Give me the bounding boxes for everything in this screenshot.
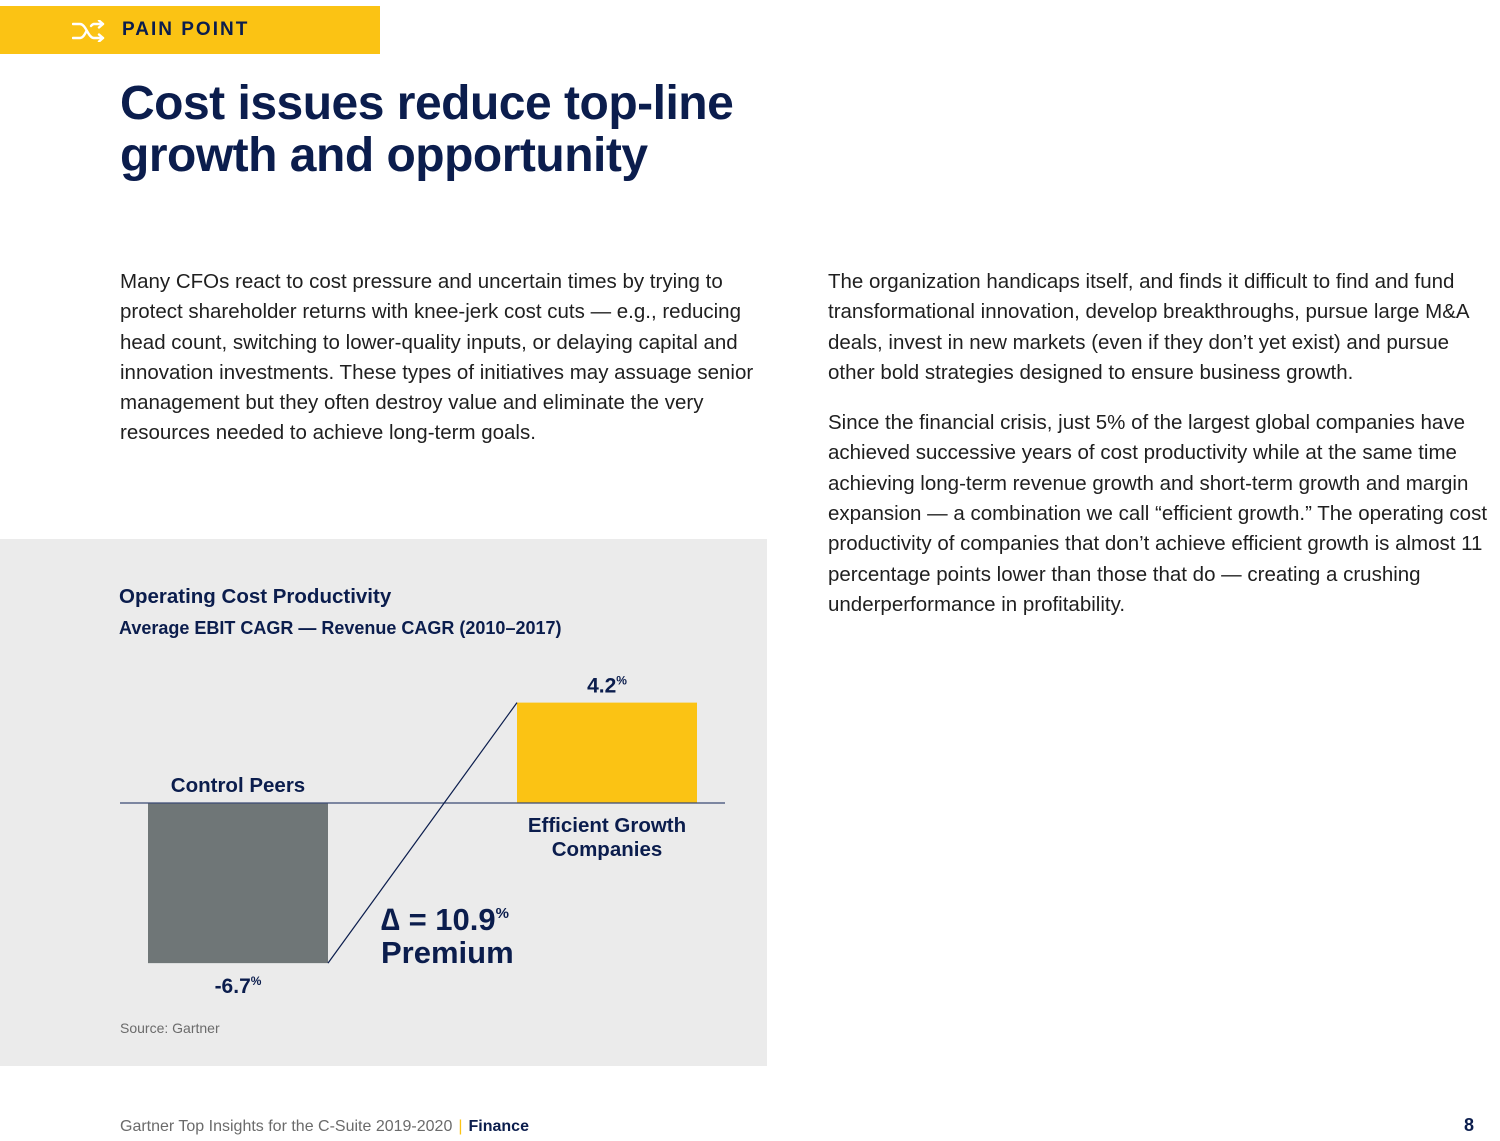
footer-separator: | — [458, 1118, 463, 1135]
page-number: 8 — [1463, 1115, 1474, 1135]
left-paragraph: Many CFOs react to cost pressure and unc… — [120, 270, 754, 445]
right-column: The organization handicaps itself, and f… — [828, 267, 1488, 640]
right-paragraph-1: The organization handicaps itself, and f… — [828, 270, 1469, 384]
left-column: Many CFOs react to cost pressure and unc… — [120, 267, 770, 469]
page-title: Cost issues reduce top-line growth and o… — [120, 78, 820, 182]
title-line-1: Cost issues reduce top-line — [120, 77, 734, 130]
chart-subtitle: Average EBIT CAGR — Revenue CAGR (2010–2… — [119, 618, 562, 638]
right-paragraph-2: Since the financial crisis, just 5% of t… — [828, 411, 1488, 616]
bar-2 — [517, 702, 697, 803]
bar-1 — [148, 803, 328, 964]
delta-premium-label: Premium — [381, 935, 514, 970]
value-label-2: 4.2% — [587, 674, 627, 698]
value-label-1: -6.7% — [215, 974, 262, 998]
title-line-2: growth and opportunity — [120, 129, 648, 182]
chart-source: Source: Gartner — [120, 1020, 220, 1036]
footer-section: Finance — [468, 1118, 529, 1135]
category-label-1-line-1: Control Peers — [171, 774, 305, 797]
footer: Gartner Top Insights for the C-Suite 201… — [120, 1118, 529, 1136]
delta-connector-line — [327, 702, 518, 964]
banner-label: PAIN POINT — [122, 19, 250, 40]
category-label-2-line-1: Efficient Growth — [528, 814, 686, 837]
shuffle-icon — [72, 20, 105, 42]
category-label-2-line-2: Companies — [552, 838, 663, 861]
chart-title: Operating Cost Productivity — [119, 585, 392, 608]
bar-chart: -6.7% 4.2% Control Peers Efficient GrowthCo… — [120, 674, 725, 998]
pain-point-banner: PAIN POINT — [0, 6, 380, 54]
delta-value-label: ∆ = 10.9% — [381, 902, 509, 937]
footer-publication: Gartner Top Insights for the C-Suite 201… — [120, 1118, 453, 1135]
